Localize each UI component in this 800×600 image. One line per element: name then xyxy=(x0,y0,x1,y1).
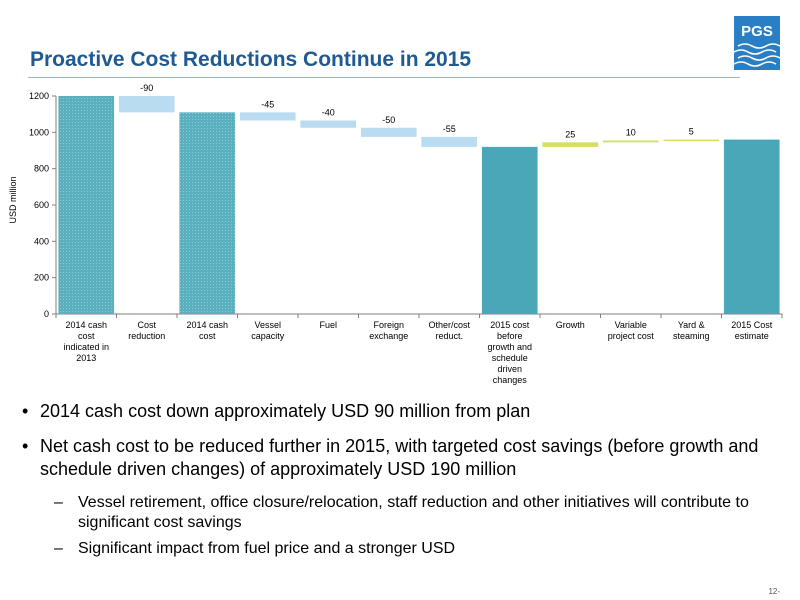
bar-decrease xyxy=(360,127,417,137)
sub-bullet-text: Significant impact from fuel price and a… xyxy=(78,540,456,557)
category-label: growth and xyxy=(487,342,532,352)
bar-increase xyxy=(663,139,720,142)
bar-decrease xyxy=(118,96,175,113)
y-tick-label: 800 xyxy=(34,164,49,174)
category-label: cost xyxy=(199,331,216,341)
category-label: reduct. xyxy=(435,331,463,341)
y-tick-label: 200 xyxy=(34,273,49,283)
bar-increase xyxy=(602,140,659,143)
category-label: indicated in xyxy=(63,342,109,352)
bullet-marker: • xyxy=(22,436,29,456)
category-label: project cost xyxy=(608,331,655,341)
category-label: 2014 cash xyxy=(186,320,228,330)
category-label: 2013 xyxy=(76,353,96,363)
page-number: 12- xyxy=(768,587,780,596)
category-label: cost xyxy=(78,331,95,341)
category-label: estimate xyxy=(735,331,769,341)
category-label: schedule xyxy=(492,353,528,363)
y-tick-label: 400 xyxy=(34,236,49,246)
pgs-logo: PGS xyxy=(734,16,780,70)
category-label: changes xyxy=(493,375,528,385)
bullet-item: • Net cash cost to be reduced further in… xyxy=(22,435,782,481)
y-tick-label: 1200 xyxy=(29,91,49,101)
data-label: 25 xyxy=(565,129,575,139)
category-label: Foreign xyxy=(373,320,404,330)
bullet-text: Net cash cost to be reduced further in 2… xyxy=(40,436,759,479)
y-tick-label: 1000 xyxy=(29,127,49,137)
category-label: exchange xyxy=(369,331,408,341)
data-label: -45 xyxy=(261,99,274,109)
bar-total xyxy=(723,139,780,314)
category-label: 2015 cost xyxy=(490,320,530,330)
data-label: 5 xyxy=(689,127,694,137)
category-label: Other/cost xyxy=(428,320,470,330)
bar-total-2014 xyxy=(58,96,115,314)
category-label: reduction xyxy=(128,331,165,341)
data-label: -55 xyxy=(443,124,456,134)
bullet-item: • 2014 cash cost down approximately USD … xyxy=(22,400,782,423)
bar-decrease xyxy=(239,112,296,121)
category-label: Vessel xyxy=(254,320,281,330)
category-label: steaming xyxy=(673,331,710,341)
bar-increase xyxy=(542,142,599,147)
category-label: capacity xyxy=(251,331,285,341)
bar-total-2014 xyxy=(179,112,236,314)
category-label: Variable xyxy=(615,320,647,330)
sub-bullet-marker: – xyxy=(54,494,63,511)
data-label: 10 xyxy=(626,128,636,138)
category-label: Cost xyxy=(137,320,156,330)
y-tick-label: 0 xyxy=(44,309,49,319)
title-divider xyxy=(28,77,740,78)
category-label: 2015 Cost xyxy=(731,320,773,330)
bar-decrease xyxy=(300,120,357,128)
sub-bullet-item: – Vessel retirement, office closure/relo… xyxy=(22,493,782,533)
sub-bullet-item: – Significant impact from fuel price and… xyxy=(22,539,782,559)
y-axis-label: USD million xyxy=(8,176,18,223)
bar-total xyxy=(481,146,538,314)
bar-decrease xyxy=(421,136,478,147)
bullet-marker: • xyxy=(22,401,29,421)
y-tick-label: 600 xyxy=(34,200,49,210)
category-label: before xyxy=(497,331,523,341)
bullet-list: • 2014 cash cost down approximately USD … xyxy=(22,400,782,565)
waterfall-chart: 0 200 400 600 800 1000 1200 -90 -45 -40 -50 -55 25 1… xyxy=(8,83,783,385)
page-title: Proactive Cost Reductions Continue in 20… xyxy=(30,48,472,71)
sub-bullet-marker: – xyxy=(54,540,63,557)
category-label: Yard & xyxy=(678,320,705,330)
category-label: driven xyxy=(497,364,522,374)
category-label: 2014 cash xyxy=(65,320,107,330)
bullet-text: 2014 cash cost down approximately USD 90… xyxy=(40,401,531,421)
data-label: -50 xyxy=(382,115,395,125)
category-label: Growth xyxy=(556,320,585,330)
category-label: Fuel xyxy=(319,320,337,330)
data-label: -40 xyxy=(322,108,335,118)
data-label: -90 xyxy=(140,83,153,93)
logo-text: PGS xyxy=(741,23,773,40)
sub-bullet-text: Vessel retirement, office closure/reloca… xyxy=(78,494,749,531)
